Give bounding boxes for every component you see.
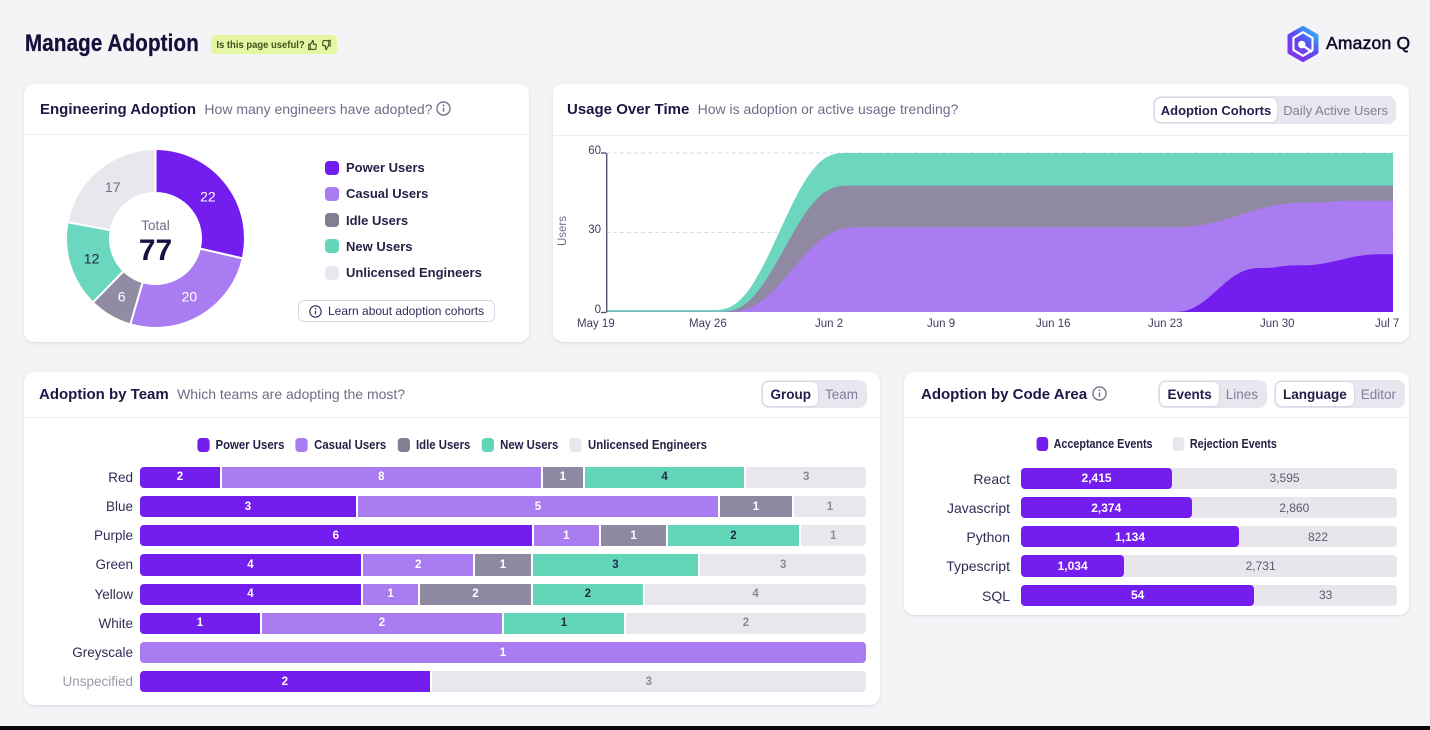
svg-text:17: 17	[105, 179, 121, 195]
svg-text:6: 6	[118, 288, 126, 304]
svg-text:Total: Total	[141, 218, 170, 233]
svg-text:20: 20	[182, 288, 198, 304]
svg-text:22: 22	[200, 189, 216, 205]
svg-text:77: 77	[139, 234, 172, 267]
svg-text:12: 12	[84, 251, 100, 267]
